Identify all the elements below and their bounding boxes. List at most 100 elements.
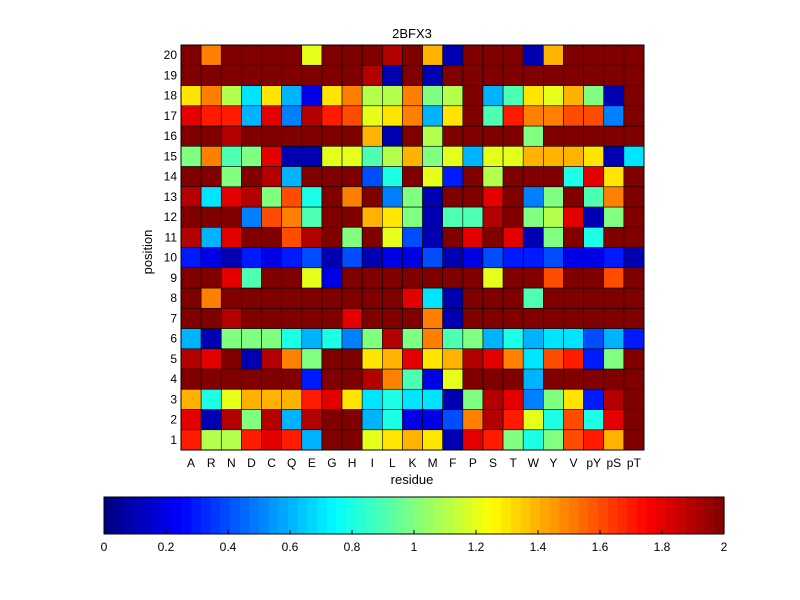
y-tick-label: 1 — [170, 433, 177, 447]
heatmap-cell — [361, 247, 383, 269]
heatmap-cell — [180, 85, 202, 107]
heatmap-cell — [301, 409, 323, 431]
heatmap-cell — [220, 267, 242, 289]
heatmap-cell — [200, 368, 222, 390]
heatmap-cell — [241, 267, 262, 289]
heatmap-cell — [462, 328, 484, 350]
heatmap-cell — [261, 388, 282, 410]
x-tick-label: Q — [287, 456, 296, 470]
heatmap-cell — [543, 166, 564, 188]
colorbar-segment — [578, 497, 589, 534]
y-tick-label: 7 — [170, 311, 177, 325]
heatmap-cell — [522, 64, 544, 86]
heatmap-cell — [442, 166, 464, 188]
heatmap-cell — [261, 348, 282, 370]
heatmap-cell — [422, 267, 443, 289]
y-tick-label: 4 — [170, 372, 177, 386]
heatmap-cell — [180, 105, 202, 127]
heatmap-cell — [563, 145, 584, 167]
heatmap-cell — [382, 328, 403, 350]
heatmap-cell — [281, 64, 303, 86]
heatmap-cell — [402, 348, 423, 370]
heatmap-cell — [563, 44, 584, 66]
heatmap-cell — [603, 388, 625, 410]
heatmap-cell — [261, 429, 282, 451]
heatmap-cell — [563, 186, 584, 208]
heatmap-cell — [402, 64, 423, 86]
heatmap-cell — [482, 145, 504, 167]
heatmap-cell — [583, 44, 605, 66]
heatmap-cell — [241, 125, 262, 147]
x-tick-label: F — [449, 456, 456, 470]
heatmap-cell — [200, 348, 222, 370]
heatmap-cell — [543, 388, 564, 410]
heatmap-cell — [462, 429, 484, 451]
heatmap-cell — [241, 368, 262, 390]
heatmap-cell — [422, 125, 443, 147]
colorbar-segment — [520, 497, 531, 534]
heatmap-cell — [603, 145, 625, 167]
heatmap-cell — [301, 328, 323, 350]
colorbar — [103, 496, 725, 535]
heatmap-cell — [442, 287, 464, 309]
heatmap-cell — [522, 85, 544, 107]
heatmap-cell — [502, 105, 524, 127]
heatmap-cell — [301, 348, 323, 370]
heatmap-cell — [361, 307, 383, 329]
heatmap-cell — [281, 409, 303, 431]
heatmap-cell — [321, 247, 343, 269]
chart-title: 2BFX3 — [392, 26, 432, 41]
colorbar-segment — [665, 497, 677, 534]
heatmap-cell — [623, 348, 645, 370]
heatmap-cell — [341, 206, 363, 228]
heatmap-cell — [522, 287, 544, 309]
heatmap-cell — [422, 388, 443, 410]
colorbar-segment — [433, 497, 444, 534]
colorbar-tick-label: 0 — [101, 540, 108, 554]
heatmap-cell — [241, 206, 262, 228]
heatmap-cell — [422, 64, 443, 86]
heatmap-cell — [281, 105, 303, 127]
x-tick-label: W — [528, 456, 540, 470]
heatmap-cell — [241, 105, 262, 127]
heatmap-cell — [361, 166, 383, 188]
colorbar-segment — [249, 497, 260, 534]
colorbar-segment — [288, 497, 299, 534]
heatmap-cell — [563, 105, 584, 127]
heatmap-cell — [502, 287, 524, 309]
heatmap-cell — [623, 267, 645, 289]
heatmap-cell — [220, 328, 242, 350]
heatmap-cell — [220, 368, 242, 390]
heatmap-cell — [442, 429, 464, 451]
heatmap-cell — [281, 429, 303, 451]
colorbar-segment — [307, 497, 318, 534]
heatmap-cell — [281, 348, 303, 370]
heatmap-cell — [543, 85, 564, 107]
heatmap-cell — [502, 64, 524, 86]
heatmap-cell — [422, 105, 443, 127]
y-tick-label: 17 — [164, 109, 178, 123]
heatmap-cell — [522, 368, 544, 390]
heatmap-cell — [341, 388, 363, 410]
heatmap-cell — [321, 348, 343, 370]
heatmap-cell — [563, 429, 584, 451]
heatmap-cell — [603, 226, 625, 248]
heatmap-cell — [462, 145, 484, 167]
colorbar-segment — [229, 497, 241, 534]
heatmap-cell — [402, 429, 423, 451]
heatmap-cell — [462, 267, 484, 289]
heatmap-cell — [543, 186, 564, 208]
heatmap-cell — [623, 409, 645, 431]
heatmap-cell — [583, 247, 605, 269]
heatmap-cell — [220, 125, 242, 147]
heatmap-cell — [200, 388, 222, 410]
heatmap-cell — [321, 64, 343, 86]
y-tick-label: 11 — [165, 230, 178, 244]
heatmap-cell — [200, 267, 222, 289]
heatmap-cell — [442, 85, 464, 107]
heatmap-cell — [422, 328, 443, 350]
heatmap-cell — [301, 368, 323, 390]
heatmap-cell — [241, 166, 262, 188]
heatmap-cell — [281, 85, 303, 107]
heatmap-cell — [603, 287, 625, 309]
